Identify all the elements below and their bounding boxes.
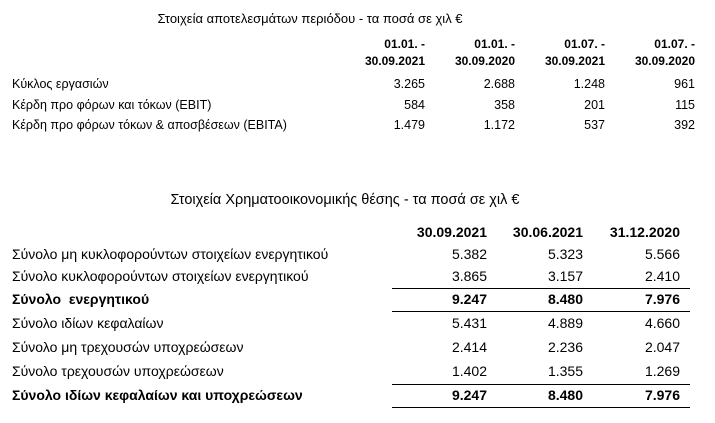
- cell-value: 584: [404, 97, 425, 112]
- cell-value: 1.402: [451, 363, 487, 379]
- column-header: 01.01. -: [384, 37, 425, 51]
- column-header: 30.06.2021: [512, 224, 583, 240]
- cell-value: 2.236: [547, 339, 583, 355]
- column-header: 30.09.2020: [454, 54, 515, 68]
- cell-value: 115: [675, 97, 695, 112]
- cell-value: 7.976: [644, 291, 680, 307]
- cell-value: 201: [584, 97, 605, 112]
- table-title: Στοιχεία αποτελεσμάτων περιόδου - τα ποσ…: [157, 11, 463, 26]
- column-header: 30.09.2020: [634, 54, 695, 68]
- cell-value: 1.269: [644, 363, 680, 379]
- row-label: Σύνολο τρεχουσών υποχρεώσεων: [12, 363, 224, 379]
- rule-line: [392, 407, 690, 408]
- cell-value: 8.480: [547, 387, 583, 403]
- row-label: Κύκλος εργασιών: [12, 77, 109, 91]
- rule-line: [392, 311, 690, 312]
- row-label: Σύνολο κυκλοφορούντων στοιχείων ενεργητι…: [12, 268, 309, 284]
- row-label: Κέρδη προ φόρων και τόκων (EBIT): [12, 97, 212, 112]
- column-header: 31.12.2020: [609, 224, 680, 240]
- cell-value: 1.248: [573, 77, 605, 91]
- cell-value: 3.865: [451, 268, 487, 284]
- cell-value: 2.047: [644, 339, 680, 355]
- row-label: Σύνολο ιδίων κεφαλαίων και υποχρεώσεων: [12, 387, 303, 403]
- column-header: 01.01. -: [474, 37, 515, 51]
- table-title: Στοιχεία Χρηματοοικονομικής θέσης - τα π…: [170, 192, 520, 208]
- column-header: 30.09.2021: [544, 54, 605, 68]
- cell-value: 5.566: [644, 246, 680, 262]
- cell-value: 392: [674, 118, 695, 132]
- column-header: 30.09.2021: [364, 54, 425, 68]
- cell-value: 1.355: [547, 363, 583, 379]
- cell-value: 2.414: [451, 339, 487, 355]
- row-label: Σύνολο μη κυκλοφορούντων στοιχείων ενεργ…: [12, 246, 329, 262]
- column-header: 30.09.2021: [416, 224, 487, 240]
- cell-value: 358: [494, 97, 515, 112]
- cell-value: 3.265: [393, 77, 425, 91]
- cell-value: 1.172: [483, 118, 515, 132]
- rule-line: [392, 288, 690, 289]
- cell-value: 2.410: [644, 268, 680, 284]
- cell-value: 537: [584, 118, 605, 132]
- rule-line: [392, 384, 690, 385]
- cell-value: 9.247: [451, 291, 487, 307]
- cell-value: 1.479: [393, 118, 425, 132]
- row-label: Σύνολο ενεργητικού: [12, 291, 150, 307]
- row-label: Σύνολο ιδίων κεφαλαίων: [12, 315, 164, 331]
- row-label: Κέρδη προ φόρων τόκων & αποσβέσεων (EBIT…: [12, 118, 287, 132]
- column-header: 01.07. -: [654, 37, 695, 51]
- cell-value: 4.889: [547, 315, 583, 331]
- cell-value: 2.688: [483, 77, 515, 91]
- cell-value: 7.976: [644, 387, 680, 403]
- cell-value: 9.247: [451, 387, 487, 403]
- cell-value: 961: [674, 77, 695, 91]
- row-label: Σύνολο μη τρεχουσών υποχρεώσεων: [12, 339, 244, 355]
- cell-value: 5.323: [547, 246, 583, 262]
- cell-value: 5.431: [451, 315, 487, 331]
- column-header: 01.07. -: [564, 37, 605, 51]
- cell-value: 5.382: [451, 246, 487, 262]
- cell-value: 3.157: [547, 268, 583, 284]
- cell-value: 4.660: [644, 315, 680, 331]
- cell-value: 8.480: [547, 291, 583, 307]
